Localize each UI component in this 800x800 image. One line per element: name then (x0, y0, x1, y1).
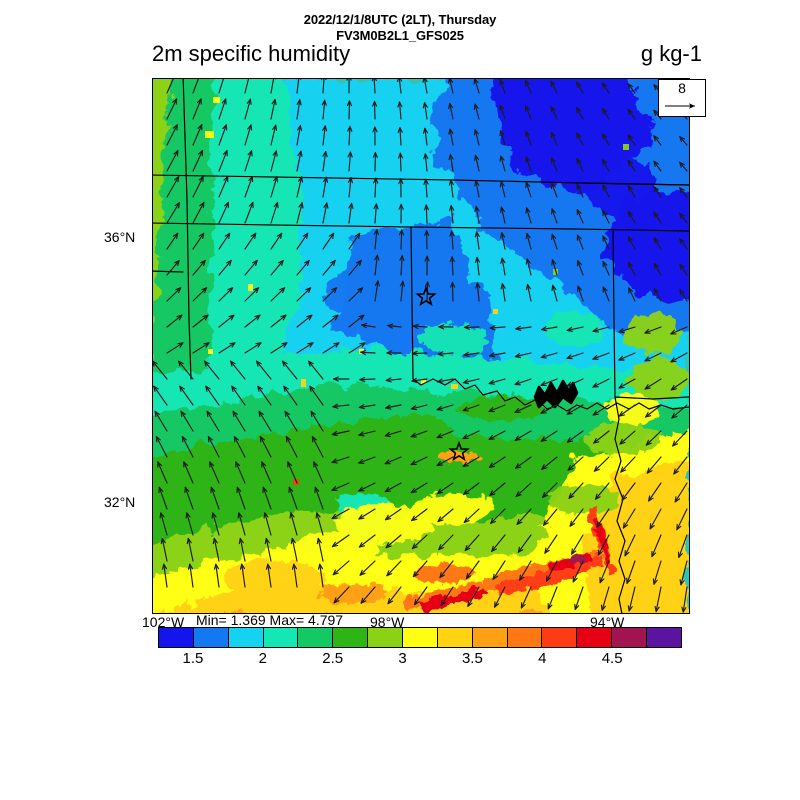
station-star-2 (448, 440, 470, 462)
colorbar-tick-1.5: 1.5 (182, 650, 204, 667)
colorbar-swatch-5 (333, 628, 369, 647)
lon-tick-98w: 98°W (370, 614, 405, 630)
colorbar-swatch-9 (472, 628, 508, 647)
colorbar-swatch-1 (193, 628, 229, 647)
colorbar-swatch-0 (159, 628, 194, 647)
colorbar-tick-4.5: 4.5 (601, 650, 623, 667)
colorbar-swatch-13 (612, 628, 648, 647)
station-markers (415, 285, 470, 462)
minmax-annotation: Min= 1.369 Max= 4.797 (196, 612, 344, 628)
humidity-field-svg (153, 79, 689, 613)
wind-vector-key-arrow-icon (665, 103, 695, 109)
wind-vector-key: 8 (658, 79, 706, 117)
colorbar-swatch-4 (298, 628, 334, 647)
colorbar-swatch-14 (647, 628, 681, 647)
page-title: 2m specific humidity (152, 41, 351, 66)
lat-tick-36n: 36°N (104, 229, 136, 245)
colorbar-tick-2.5: 2.5 (322, 650, 344, 667)
colorbar-tick-3: 3 (398, 650, 407, 667)
colorbar-swatch-3 (263, 628, 299, 647)
colorbar-swatch-8 (437, 628, 473, 647)
lon-tick-94w: 94°W (590, 614, 625, 630)
colorbar[interactable] (158, 627, 682, 648)
colorbar-swatch-10 (507, 628, 543, 647)
units-label: g kg-1 (640, 41, 702, 66)
colorbar-tick-4: 4 (538, 650, 547, 667)
colorbar-tick-3.5: 3.5 (461, 650, 483, 667)
colorbar-swatch-6 (368, 628, 404, 647)
wind-vector-key-value: 8 (678, 80, 686, 96)
map-plot-area[interactable] (152, 78, 690, 614)
lon-tick-102w: 102°W (142, 614, 185, 630)
colorbar-swatch-2 (228, 628, 264, 647)
colorbar-swatch-12 (577, 628, 613, 647)
title-model-name: FV3M0B2L1_GFS025 (336, 28, 464, 43)
title-datetime: 2022/12/1/8UTC (2LT), Thursday (303, 12, 497, 27)
colorbar-swatch-11 (542, 628, 578, 647)
station-star-1 (415, 285, 437, 307)
wind-vector-field (153, 79, 688, 613)
colorbar-tick-2: 2 (258, 650, 267, 667)
lat-tick-32n: 32°N (104, 494, 136, 510)
colorbar-swatch-7 (403, 628, 438, 647)
